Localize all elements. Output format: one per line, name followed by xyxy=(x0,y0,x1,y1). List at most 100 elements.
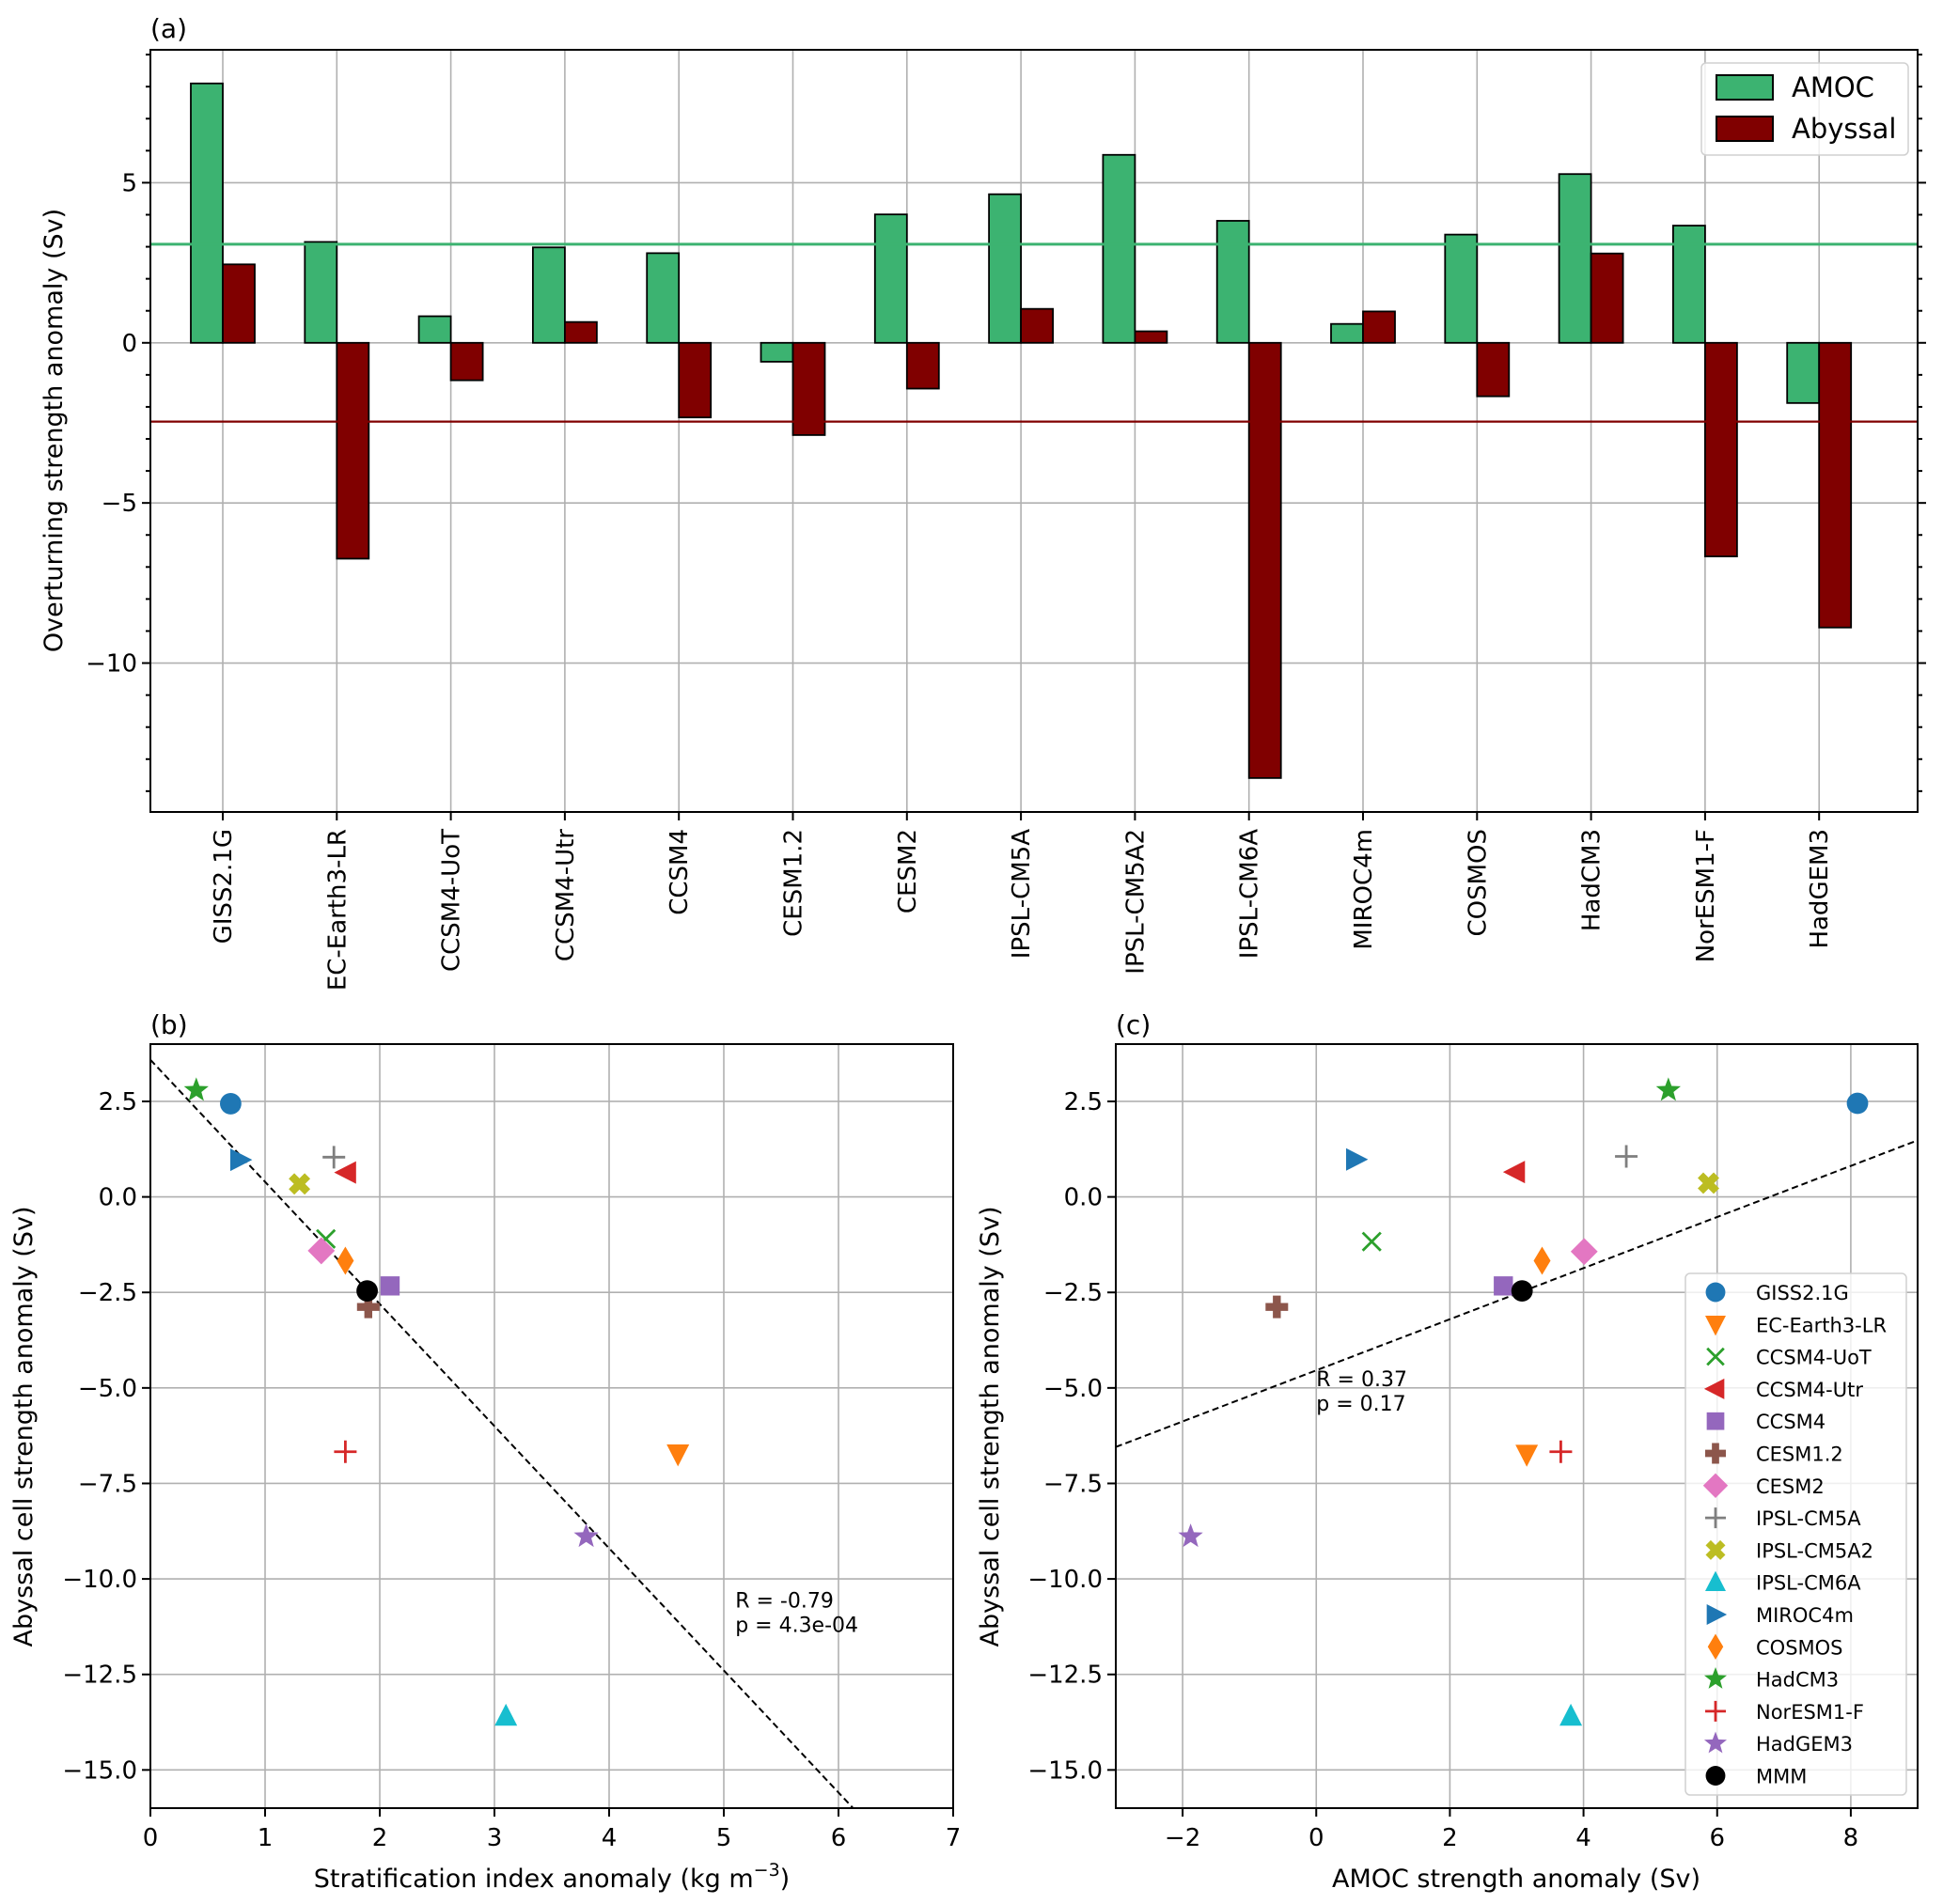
xtick-label-noresm1-f: NorESM1-F xyxy=(1692,829,1720,962)
legend-marker-hadcm3-shape xyxy=(1703,1666,1728,1689)
ytick-label: −7.5 xyxy=(1043,1470,1103,1498)
point-miroc4m xyxy=(229,1148,253,1172)
xtick-label: 3 xyxy=(487,1824,503,1852)
point-cosmos xyxy=(337,1246,354,1275)
point-ccsm4-utr-shape xyxy=(334,1161,356,1184)
bar-abyssal-hadcm3 xyxy=(1590,252,1624,344)
point-mmm-shape xyxy=(1511,1280,1533,1302)
ytick-label: −5.0 xyxy=(1043,1375,1103,1403)
bar-abyssal-ccsm4-utr xyxy=(564,320,598,344)
xtick-label-ipsl-cm5a2: IPSL-CM5A2 xyxy=(1121,829,1150,975)
xtick-label-ipsl-cm6a: IPSL-CM6A xyxy=(1236,829,1264,959)
legend-label-hadcm3: HadCM3 xyxy=(1756,1669,1839,1692)
legend-label-ec-earth3-lr: EC-Earth3-LR xyxy=(1756,1314,1887,1336)
legend-marker-cosmos xyxy=(1707,1633,1724,1661)
panel-b-xlabel: Stratification index anomaly (kg m−3) xyxy=(314,1860,790,1894)
point-ec-earth3-lr xyxy=(666,1444,690,1467)
bar-amoc-cesm2 xyxy=(873,213,908,344)
panel-b-p-value: p = 4.3e-04 xyxy=(735,1615,858,1638)
panel-c-r-value: R = 0.37 xyxy=(1316,1368,1407,1392)
point-ipsl-cm6a xyxy=(494,1703,518,1726)
point-hadcm3-shape xyxy=(1655,1077,1681,1101)
legend-marker-mmm xyxy=(1705,1766,1726,1786)
xtick-label: 6 xyxy=(1709,1824,1725,1852)
ytick-label: −2.5 xyxy=(78,1279,137,1307)
legend-label-ccsm4: CCSM4 xyxy=(1756,1411,1825,1433)
xtick-label-ipsl-cm5a: IPSL-CM5A xyxy=(1008,829,1036,959)
point-hadgem3 xyxy=(573,1523,599,1548)
xtick-label-ec-earth3-lr: EC-Earth3-LR xyxy=(323,829,352,991)
bar-abyssal-ccsm4 xyxy=(678,341,713,419)
ytick-label: −12.5 xyxy=(62,1662,137,1690)
legend-marker-cosmos-shape xyxy=(1707,1633,1724,1661)
legend-label-miroc4m: MIROC4m xyxy=(1756,1604,1854,1627)
legend-label-ipsl-cm5a2: IPSL-CM5A2 xyxy=(1756,1539,1873,1562)
xtick-label: 4 xyxy=(602,1824,618,1852)
ytick-label: −10 xyxy=(86,650,137,679)
bar-amoc-ipsl-cm5a2 xyxy=(1102,153,1136,344)
point-cosmos-shape xyxy=(337,1246,354,1275)
bar-amoc-ccsm4-utr xyxy=(532,246,566,344)
legend-marker-hadgem3-shape xyxy=(1703,1731,1728,1754)
ytick-label: −5.0 xyxy=(78,1375,137,1403)
point-ipsl-cm5a-shape xyxy=(1615,1145,1638,1168)
point-ccsm4-utr xyxy=(1502,1161,1526,1184)
legend-label-ipsl-cm6a: IPSL-CM6A xyxy=(1756,1572,1861,1595)
legend-marker-ec-earth3-lr-shape xyxy=(1705,1315,1726,1336)
point-cesm2 xyxy=(1570,1238,1598,1266)
ytick-label: −12.5 xyxy=(1027,1662,1103,1690)
legend-label-cesm2: CESM2 xyxy=(1756,1475,1825,1498)
bar-abyssal-cesm1-2 xyxy=(791,341,826,436)
point-noresm1-f-shape xyxy=(334,1440,357,1463)
panel-a-bar-chart: (a) 5 0 −5 −10 GISS2.1G EC-Earth3-LR CCSM4-UoT… xyxy=(39,13,1926,991)
point-mmm xyxy=(356,1280,378,1302)
point-ec-earth3-lr xyxy=(1515,1444,1539,1467)
legend-marker-giss2-1g xyxy=(1705,1282,1726,1303)
bar-amoc-ccsm4 xyxy=(646,252,681,344)
xtick-label: 0 xyxy=(1308,1824,1324,1852)
bar-amoc-giss2-1g xyxy=(190,82,224,344)
legend-marker-ec-earth3-lr xyxy=(1705,1315,1726,1336)
bar-abyssal-miroc4m xyxy=(1362,310,1396,344)
ytick-label: 0.0 xyxy=(1064,1184,1103,1212)
point-cosmos xyxy=(1533,1246,1551,1275)
point-ipsl-cm5a2 xyxy=(289,1173,311,1195)
point-noresm1-f xyxy=(334,1440,357,1463)
bar-abyssal-ccsm4-uot xyxy=(449,341,484,382)
legend-marker-noresm1-f-shape xyxy=(1705,1700,1726,1722)
point-ccsm4-shape xyxy=(380,1276,400,1296)
legend-marker-ccsm4-uot-shape xyxy=(1706,1347,1725,1366)
bar-amoc-hadcm3 xyxy=(1558,173,1592,344)
legend-label-ipsl-cm5a: IPSL-CM5A xyxy=(1756,1507,1861,1530)
legend-marker-ipsl-cm6a-shape xyxy=(1705,1570,1726,1592)
xtick-label-miroc4m: MIROC4m xyxy=(1350,829,1378,950)
panel-c-scatter: (c) −2 0 2 4 6 8 2.5 0.0 −2.5 −5.0 −7.5 −10.0 −12.5 −… xyxy=(976,1009,1919,1894)
bar-abyssal-ipsl-cm5a2 xyxy=(1134,330,1168,344)
point-ccsm4-shape xyxy=(1494,1276,1513,1296)
bar-abyssal-giss2-1g xyxy=(222,263,256,344)
xtick-label-cosmos: COSMOS xyxy=(1464,829,1492,937)
point-ipsl-cm6a-shape xyxy=(1559,1703,1583,1726)
point-cosmos-shape xyxy=(1533,1246,1551,1275)
panel-c-ylabel: Abyssal cell strength anomaly (Sv) xyxy=(976,1207,1005,1647)
xtick-label-hadgem3: HadGEM3 xyxy=(1806,829,1834,949)
point-ipsl-cm5a xyxy=(322,1146,346,1169)
panel-b-r-value: R = -0.79 xyxy=(735,1590,834,1614)
legend-marker-ipsl-cm5a2 xyxy=(1705,1539,1726,1560)
point-giss2-1g-shape xyxy=(1846,1092,1869,1115)
xtick-label-cesm1-2: CESM1.2 xyxy=(780,829,808,937)
ytick-label: −10.0 xyxy=(62,1566,137,1594)
legend-marker-ccsm4-uot xyxy=(1706,1347,1725,1366)
panel-a-ylabel: Overturning strength anomaly (Sv) xyxy=(39,209,69,652)
point-cesm2 xyxy=(307,1237,336,1265)
point-cesm1-2 xyxy=(1265,1295,1289,1319)
point-ccsm4-uot-shape xyxy=(1361,1231,1382,1252)
legend-label-ccsm4-utr: CCSM4-Utr xyxy=(1756,1379,1863,1401)
panel-c-p-value: p = 0.17 xyxy=(1316,1393,1405,1416)
panel-c-frame xyxy=(1115,1043,1919,1809)
bar-abyssal-hadgem3 xyxy=(1818,341,1853,629)
panel-a-label: (a) xyxy=(150,13,187,44)
bar-amoc-cesm1-2 xyxy=(760,341,794,363)
xtick-label: 2 xyxy=(372,1824,388,1852)
